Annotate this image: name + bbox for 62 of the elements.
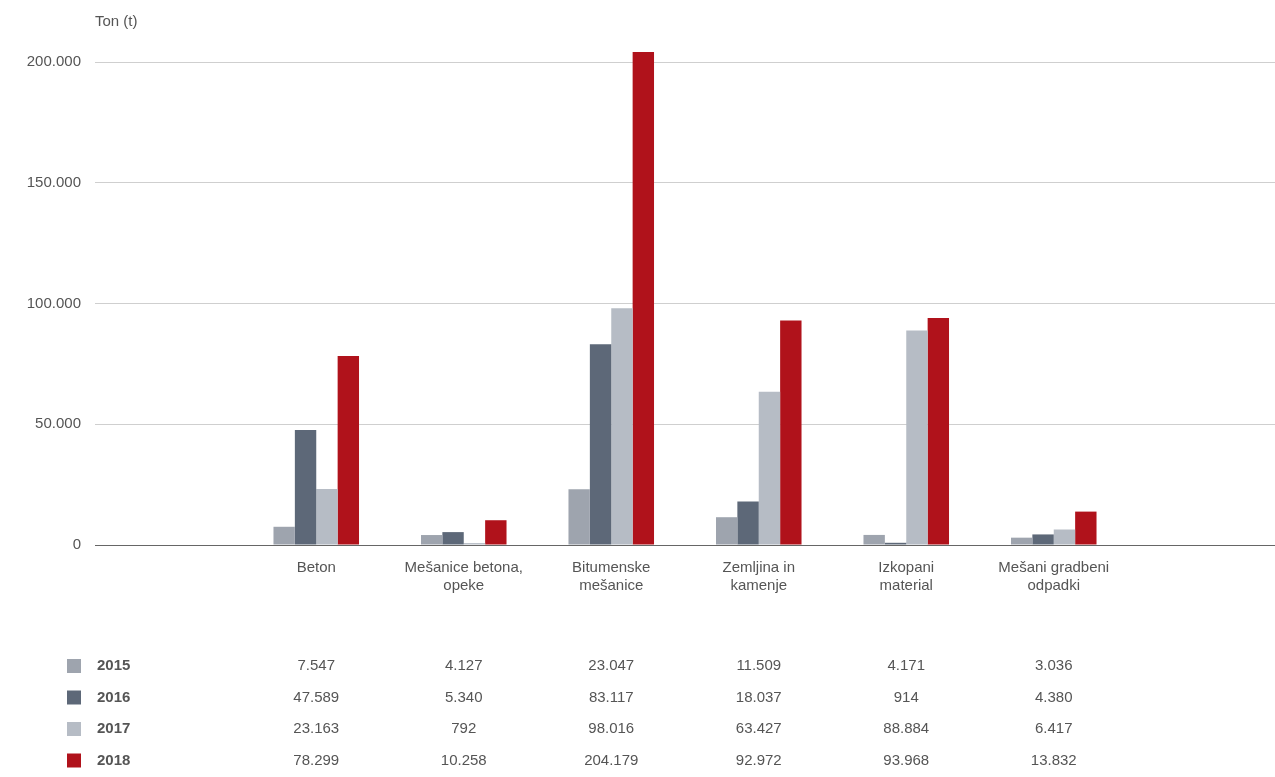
bar	[337, 355, 360, 545]
data-label: 11.509	[736, 656, 782, 674]
bar	[316, 489, 338, 545]
bar	[442, 532, 464, 545]
bar	[1032, 534, 1054, 545]
bar	[1075, 511, 1097, 545]
data-label: 10.258	[440, 750, 487, 768]
bar	[1010, 537, 1033, 545]
bar	[780, 320, 802, 545]
x-tick-label: Beton	[296, 558, 336, 576]
data-label: 78.299	[293, 750, 340, 768]
bar	[758, 391, 781, 545]
bar	[273, 526, 295, 545]
data-label: 92.972	[735, 750, 782, 768]
legend-label: 2017	[97, 719, 131, 737]
data-label: 13.832	[1030, 750, 1077, 768]
bar	[568, 489, 590, 545]
data-label: 914	[893, 687, 919, 705]
data-label: 98.016	[588, 719, 635, 737]
bar	[294, 430, 317, 545]
data-label: 6.417	[1034, 719, 1073, 737]
bar	[737, 501, 759, 545]
data-label: 5.340	[444, 687, 483, 705]
data-label: 792	[451, 719, 477, 737]
bar	[715, 517, 738, 545]
legend-label: 2018	[97, 750, 131, 768]
data-label: 88.884	[883, 719, 930, 737]
data-label: 3.036	[1034, 656, 1073, 674]
bar	[632, 51, 655, 545]
legend-label: 2016	[97, 687, 131, 705]
x-tick-label: Mešani gradbeni odpadki	[998, 558, 1110, 594]
bar	[485, 520, 507, 545]
data-label: 4.127	[444, 656, 483, 674]
data-label: 23.163	[293, 719, 340, 737]
x-tick-label: Bitumenske mešanice	[572, 558, 651, 594]
x-tick-label: Mešanice betona, opeke	[404, 558, 523, 594]
y-tick-label: 200.000	[26, 52, 81, 70]
data-label: 63.427	[735, 719, 782, 737]
y-tick-label: 150.000	[26, 172, 81, 190]
data-label: 7.547	[297, 656, 336, 674]
data-label: 47.589	[293, 687, 340, 705]
data-label: 83.117	[588, 687, 634, 705]
bar	[589, 344, 612, 545]
bar	[1053, 529, 1076, 545]
data-label: 93.968	[883, 750, 930, 768]
data-label: 18.037	[735, 687, 782, 705]
data-label: 204.179	[584, 750, 639, 768]
data-label: 23.047	[588, 656, 635, 674]
bar	[927, 318, 950, 545]
data-label: 4.171	[887, 656, 926, 674]
y-axis-title: Ton (t)	[95, 12, 138, 30]
x-tick-label: Izkopani material	[878, 558, 935, 594]
y-tick-label: 100.000	[26, 293, 81, 311]
legend-label: 2015	[97, 656, 131, 674]
x-tick-label: Zemljina in kamenje	[722, 558, 796, 594]
bar	[611, 308, 633, 545]
bar	[420, 535, 443, 545]
data-label: 4.380	[1034, 687, 1073, 705]
y-tick-label: 0	[72, 535, 81, 553]
bar	[863, 534, 885, 545]
y-tick-label: 50.000	[35, 414, 81, 432]
bar	[906, 330, 928, 545]
